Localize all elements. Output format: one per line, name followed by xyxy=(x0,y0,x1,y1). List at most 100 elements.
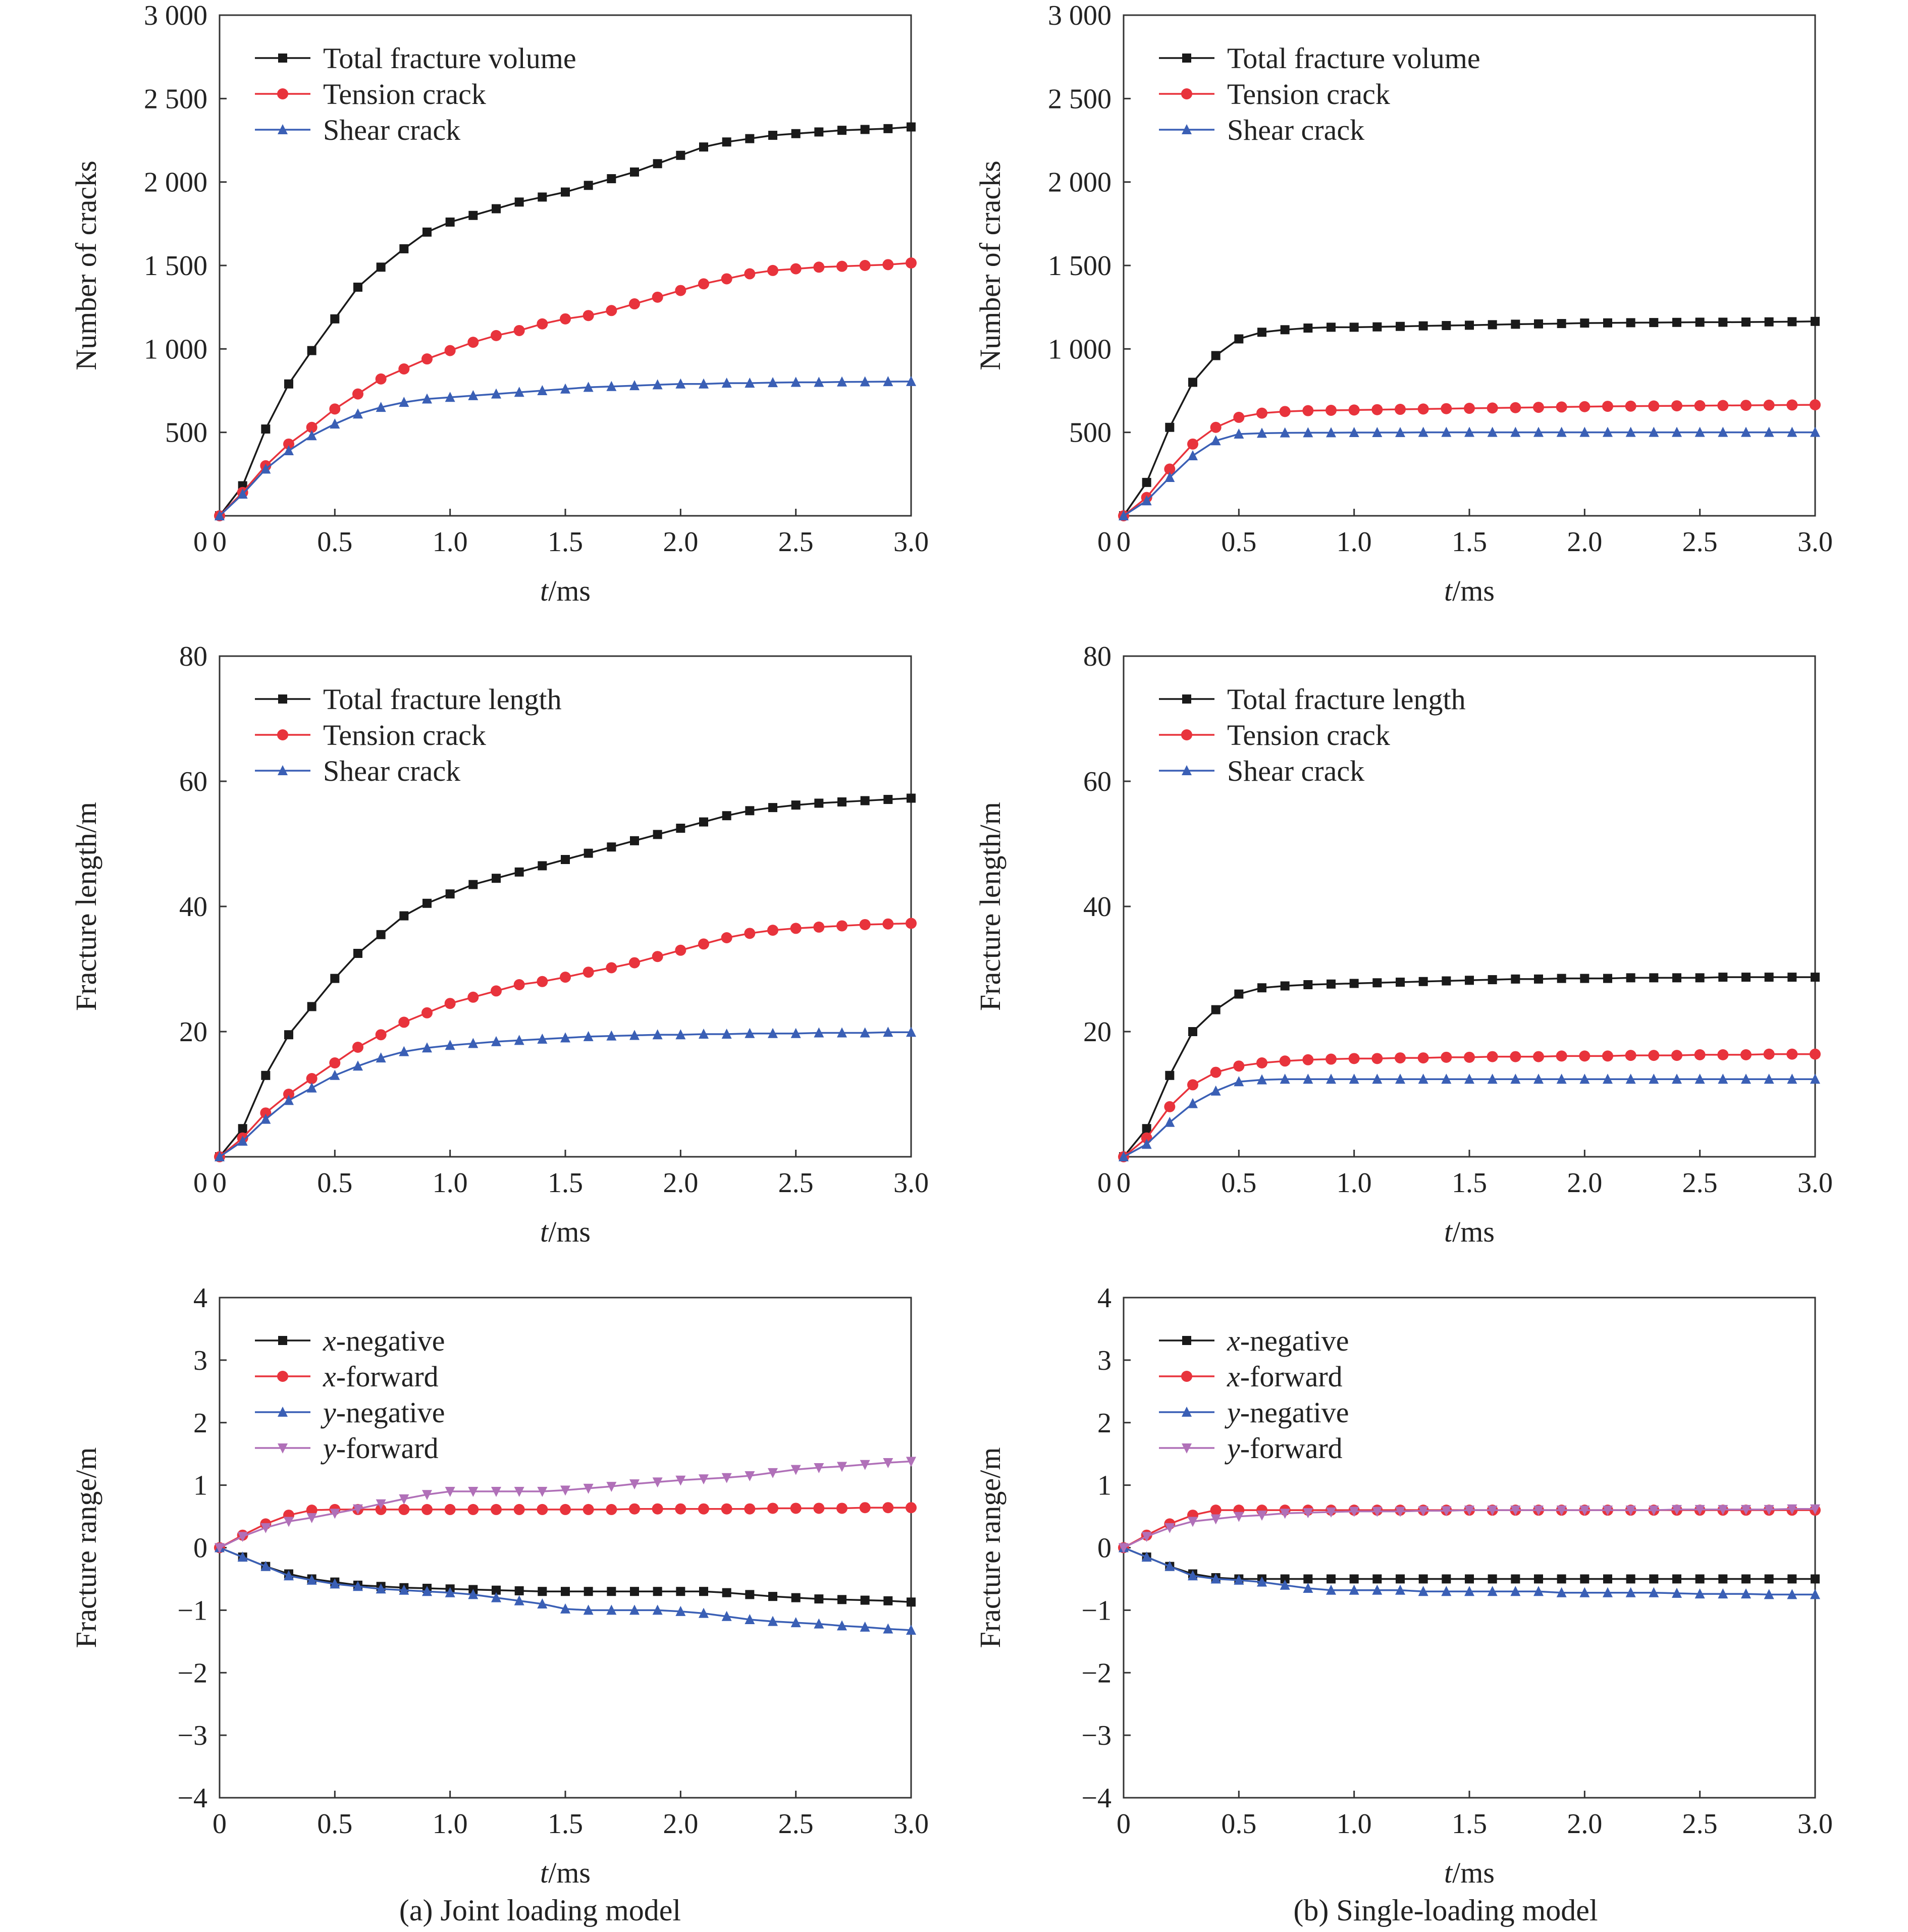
data-point xyxy=(1603,1587,1613,1597)
data-point xyxy=(284,1030,293,1040)
legend-marker xyxy=(277,88,288,99)
data-point xyxy=(561,187,570,197)
data-point xyxy=(813,1502,825,1514)
y-origin-label: 0 xyxy=(1097,526,1111,558)
data-point xyxy=(1464,1586,1474,1596)
data-point xyxy=(1787,317,1797,327)
x-axis-label-unit: /ms xyxy=(1452,574,1495,607)
data-point xyxy=(1395,404,1406,415)
data-point xyxy=(813,261,825,273)
x-axis-label-var: t xyxy=(1444,1215,1453,1248)
data-point xyxy=(1694,426,1705,437)
legend-label-rest: -negative xyxy=(1240,1324,1349,1357)
y-tick-label: −4 xyxy=(1081,1783,1111,1814)
data-point xyxy=(860,1621,870,1632)
data-point xyxy=(307,346,316,355)
data-point xyxy=(1418,1586,1428,1596)
y-axis-label: Fracture length/m xyxy=(70,802,102,1011)
data-point xyxy=(745,1590,755,1599)
data-point xyxy=(1417,1052,1429,1064)
data-point xyxy=(375,373,387,385)
data-point xyxy=(906,1027,916,1037)
data-point xyxy=(1280,325,1290,335)
legend-marker xyxy=(278,1336,287,1345)
data-point xyxy=(306,1082,317,1093)
data-point xyxy=(1763,399,1775,411)
data-point xyxy=(491,1504,502,1515)
legend-marker xyxy=(1182,124,1192,134)
data-point xyxy=(1556,1587,1567,1597)
data-point xyxy=(284,445,294,456)
x-axis-label-unit: /ms xyxy=(548,1215,591,1248)
data-point xyxy=(1327,323,1336,332)
data-point xyxy=(1556,1050,1567,1062)
data-point xyxy=(1465,320,1474,330)
data-point xyxy=(1372,1507,1383,1517)
data-point xyxy=(1417,403,1429,415)
legend-label-rest: -forward xyxy=(336,1360,439,1393)
legend-marker xyxy=(278,124,288,134)
y-tick-label: 0 xyxy=(1097,1533,1111,1564)
data-point xyxy=(1188,450,1198,460)
data-point xyxy=(375,1504,387,1515)
x-tick-label: 1.5 xyxy=(1452,1167,1487,1199)
data-point xyxy=(1579,1506,1590,1516)
data-point xyxy=(790,263,802,275)
data-point xyxy=(652,1604,663,1615)
data-point xyxy=(1672,426,1682,437)
data-point xyxy=(699,1587,708,1596)
data-point xyxy=(744,1503,756,1515)
data-point xyxy=(629,1503,640,1515)
data-point xyxy=(860,1460,870,1470)
data-point xyxy=(537,1033,548,1044)
x-tick-label: 1.0 xyxy=(1337,1167,1372,1199)
data-point xyxy=(468,390,479,400)
x-tick-label: 0.5 xyxy=(317,1808,352,1840)
data-point xyxy=(699,1474,709,1485)
data-point xyxy=(1603,1074,1613,1084)
data-point xyxy=(1234,1076,1244,1087)
data-point xyxy=(399,1584,409,1595)
data-point xyxy=(1372,1584,1383,1595)
data-point xyxy=(1764,317,1774,327)
data-point xyxy=(882,1502,894,1514)
data-point xyxy=(1257,1511,1267,1521)
data-point xyxy=(1303,427,1313,438)
data-point xyxy=(538,1587,547,1596)
x-tick-label: 0 xyxy=(213,1167,227,1199)
data-point xyxy=(306,1505,317,1516)
x-tick-label: 0 xyxy=(1117,1808,1131,1840)
series-line-total-fracture-volume xyxy=(1123,320,1816,516)
x-tick-label: 1.0 xyxy=(1337,526,1372,558)
data-point xyxy=(491,985,502,997)
x-tick-label: 2.0 xyxy=(663,1167,698,1199)
data-point xyxy=(422,1042,432,1053)
x-tick-label: 0 xyxy=(213,1808,227,1840)
data-point xyxy=(1257,983,1266,993)
data-point xyxy=(560,383,570,394)
data-point xyxy=(1556,426,1567,437)
data-point xyxy=(1464,1506,1474,1516)
data-point xyxy=(1487,426,1498,437)
y-tick-label: 1 xyxy=(193,1470,207,1501)
data-point xyxy=(906,1625,916,1635)
x-axis-label-var: t xyxy=(540,1215,549,1248)
data-point xyxy=(376,262,386,272)
x-tick-label: 1.5 xyxy=(548,1808,583,1840)
data-point xyxy=(1465,976,1474,985)
data-point xyxy=(607,1587,616,1596)
data-point xyxy=(1464,426,1474,437)
data-point xyxy=(444,998,456,1009)
data-point xyxy=(653,1587,662,1596)
data-point xyxy=(606,1030,617,1041)
data-point xyxy=(630,836,639,845)
x-axis-label-var: t xyxy=(540,1856,549,1889)
data-point xyxy=(1511,974,1520,984)
data-point xyxy=(1718,1588,1728,1599)
data-point xyxy=(698,1503,709,1515)
data-point xyxy=(699,1607,709,1618)
data-point xyxy=(1396,978,1405,987)
data-point xyxy=(1510,1506,1521,1516)
